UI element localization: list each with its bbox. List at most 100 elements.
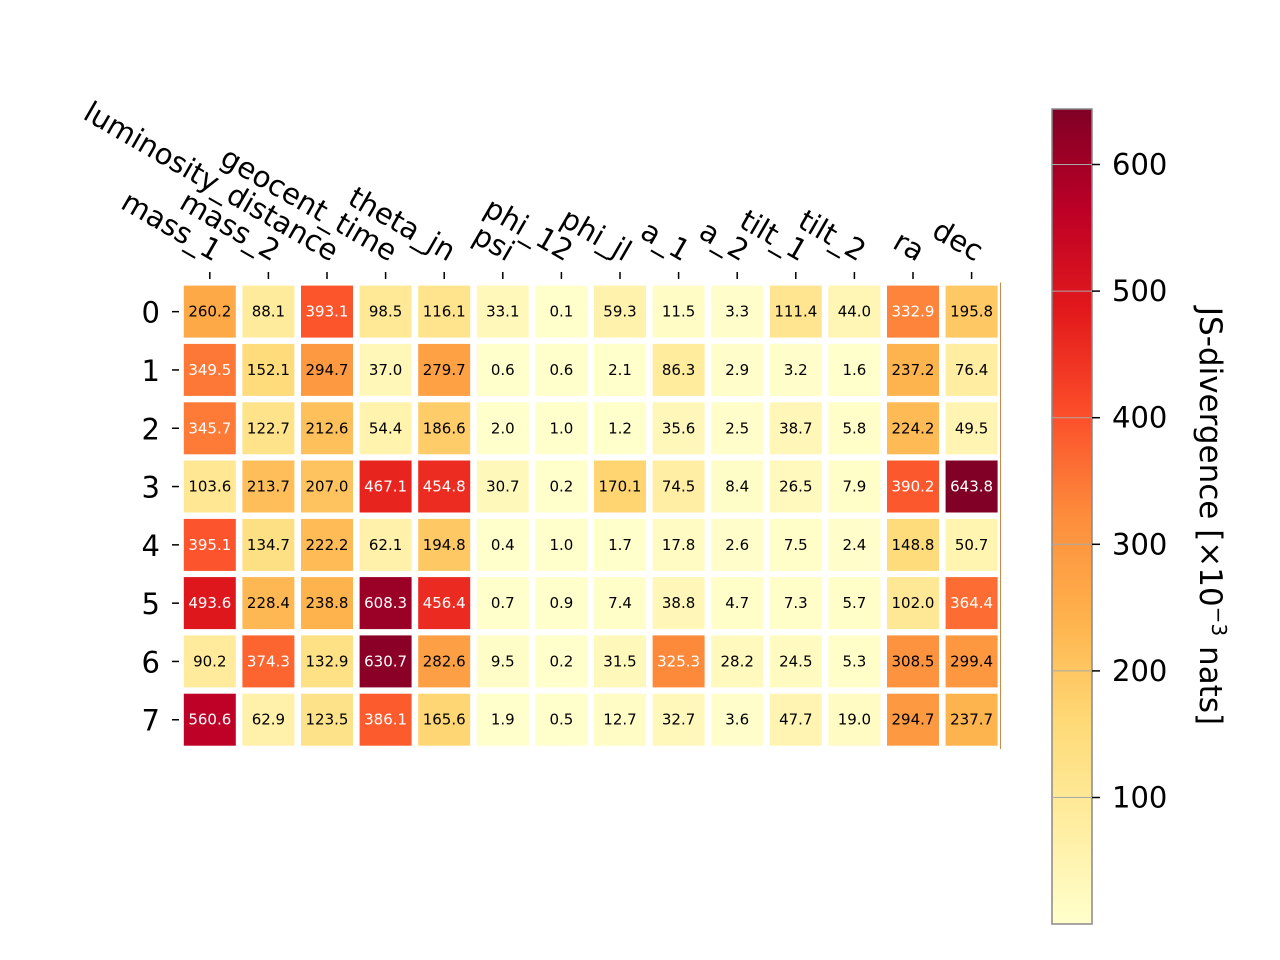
heatmap-cell — [301, 343, 353, 396]
cell-value-label: 38.8 — [662, 594, 695, 612]
heatmap-cell — [476, 693, 529, 746]
cell-value-label: 2.9 — [725, 361, 749, 379]
heatmap-cell — [301, 577, 353, 630]
cell-value-label: 49.5 — [955, 419, 988, 437]
cell-value-label: 0.7 — [491, 594, 515, 612]
colorbar-tick-label: 500 — [1112, 274, 1167, 308]
heatmap-cell — [183, 577, 236, 630]
heatmap-cell — [183, 518, 236, 571]
heatmap-cell — [242, 285, 295, 338]
colorbar-tick-label: 200 — [1112, 654, 1167, 688]
cell-value-label: 2.1 — [608, 361, 632, 379]
cell-value-label: 54.4 — [369, 419, 402, 437]
colorbar-ticks: 100 200 300 400 500 600 — [1052, 148, 1167, 815]
cell-value-label: 467.1 — [364, 478, 407, 496]
cell-value-label: 28.2 — [720, 652, 753, 670]
cell-value-label: 38.7 — [779, 419, 812, 437]
cell-value-label: 3.6 — [725, 711, 749, 729]
heatmap-cell — [828, 402, 881, 455]
heatmap-cell — [945, 518, 998, 571]
cell-value-label: 35.6 — [662, 419, 695, 437]
heatmap-cell — [828, 693, 881, 746]
cell-value-label: 608.3 — [364, 594, 407, 612]
cell-value-label: 237.7 — [950, 711, 993, 729]
cell-value-label: 0.2 — [549, 478, 573, 496]
heatmap-cell — [711, 693, 764, 746]
cell-value-label: 212.6 — [306, 419, 349, 437]
heatmap-cell — [945, 402, 998, 455]
cell-value-label: 5.3 — [842, 652, 866, 670]
cell-value-label: 123.5 — [306, 711, 349, 729]
heatmap-cell — [945, 343, 998, 396]
colorbar-tick-label: 400 — [1112, 401, 1167, 435]
cell-value-label: 0.6 — [549, 361, 573, 379]
heatmap-cell — [652, 577, 705, 630]
cell-value-label: 493.6 — [188, 594, 231, 612]
cell-value-label: 9.5 — [491, 652, 515, 670]
heatmap-cell — [769, 577, 822, 630]
cell-value-label: 26.5 — [779, 478, 812, 496]
cell-value-label: 0.6 — [491, 361, 515, 379]
cell-value-label: 7.3 — [784, 594, 808, 612]
cell-value-label: 374.3 — [247, 652, 290, 670]
cell-value-label: 1.9 — [491, 711, 515, 729]
heatmap-cell — [887, 343, 939, 396]
heatmap-cell — [652, 693, 705, 746]
cell-value-label: 132.9 — [306, 652, 349, 670]
cell-value-label: 148.8 — [892, 536, 935, 554]
cell-value-label: 116.1 — [423, 303, 466, 321]
cell-value-label: 11.5 — [662, 303, 695, 321]
heatmap-cell — [594, 285, 646, 338]
heatmap-cell — [887, 635, 939, 688]
cell-value-label: 103.6 — [188, 478, 231, 496]
cell-value-label: 630.7 — [364, 652, 407, 670]
cell-value-label: 2.6 — [725, 536, 749, 554]
colorbar-label: JS-divergence [×10−3 nats] — [1192, 305, 1231, 725]
heatmap-cell — [418, 402, 471, 455]
cell-value-label: 260.2 — [188, 303, 231, 321]
heatmap-cell — [535, 693, 588, 746]
cell-value-label: 222.2 — [306, 536, 349, 554]
cell-value-label: 0.4 — [491, 536, 515, 554]
colorbar-tick-label: 600 — [1112, 148, 1167, 182]
cell-value-label: 102.0 — [892, 594, 935, 612]
colorbar-label-exponent: −3 — [1207, 607, 1231, 636]
heatmap-cell — [594, 460, 646, 513]
heatmap-cell — [301, 285, 353, 338]
heatmap-cell — [769, 285, 822, 338]
cell-value-label: 237.2 — [892, 361, 935, 379]
heatmap-cell — [828, 635, 881, 688]
heatmap-cell — [769, 635, 822, 688]
heatmap-cell — [535, 402, 588, 455]
heatmap-cell — [652, 518, 705, 571]
heatmap-cell — [535, 635, 588, 688]
heatmap-cell — [535, 518, 588, 571]
cell-value-label: 98.5 — [369, 303, 402, 321]
cell-value-label: 345.7 — [188, 419, 231, 437]
heatmap-cell — [594, 577, 646, 630]
heatmap-cell — [418, 577, 471, 630]
row-tick-label: 1 — [142, 354, 160, 388]
cell-value-label: 1.2 — [608, 419, 632, 437]
heatmap-cell — [945, 635, 998, 688]
heatmap-cell — [242, 577, 295, 630]
column-tick-label: dec — [927, 213, 989, 269]
cell-value-label: 228.4 — [247, 594, 290, 612]
heatmap-cell — [359, 693, 412, 746]
column-axis: mass_1mass_2luminosity_distancegeocent_t… — [78, 95, 989, 279]
heatmap-cell — [476, 343, 529, 396]
cell-value-label: 88.1 — [252, 303, 285, 321]
cell-value-label: 134.7 — [247, 536, 290, 554]
cell-value-label: 12.7 — [603, 711, 636, 729]
cell-value-label: 279.7 — [423, 361, 466, 379]
heatmap-cell — [652, 285, 705, 338]
heatmap-cell — [594, 343, 646, 396]
heatmap-cell — [359, 577, 412, 630]
cell-value-label: 2.5 — [725, 419, 749, 437]
cell-value-label: 349.5 — [188, 361, 231, 379]
cell-value-label: 37.0 — [369, 361, 402, 379]
cell-value-label: 386.1 — [364, 711, 407, 729]
heatmap-cell — [769, 343, 822, 396]
cell-value-label: 643.8 — [950, 478, 993, 496]
heatmap-cell — [594, 635, 646, 688]
